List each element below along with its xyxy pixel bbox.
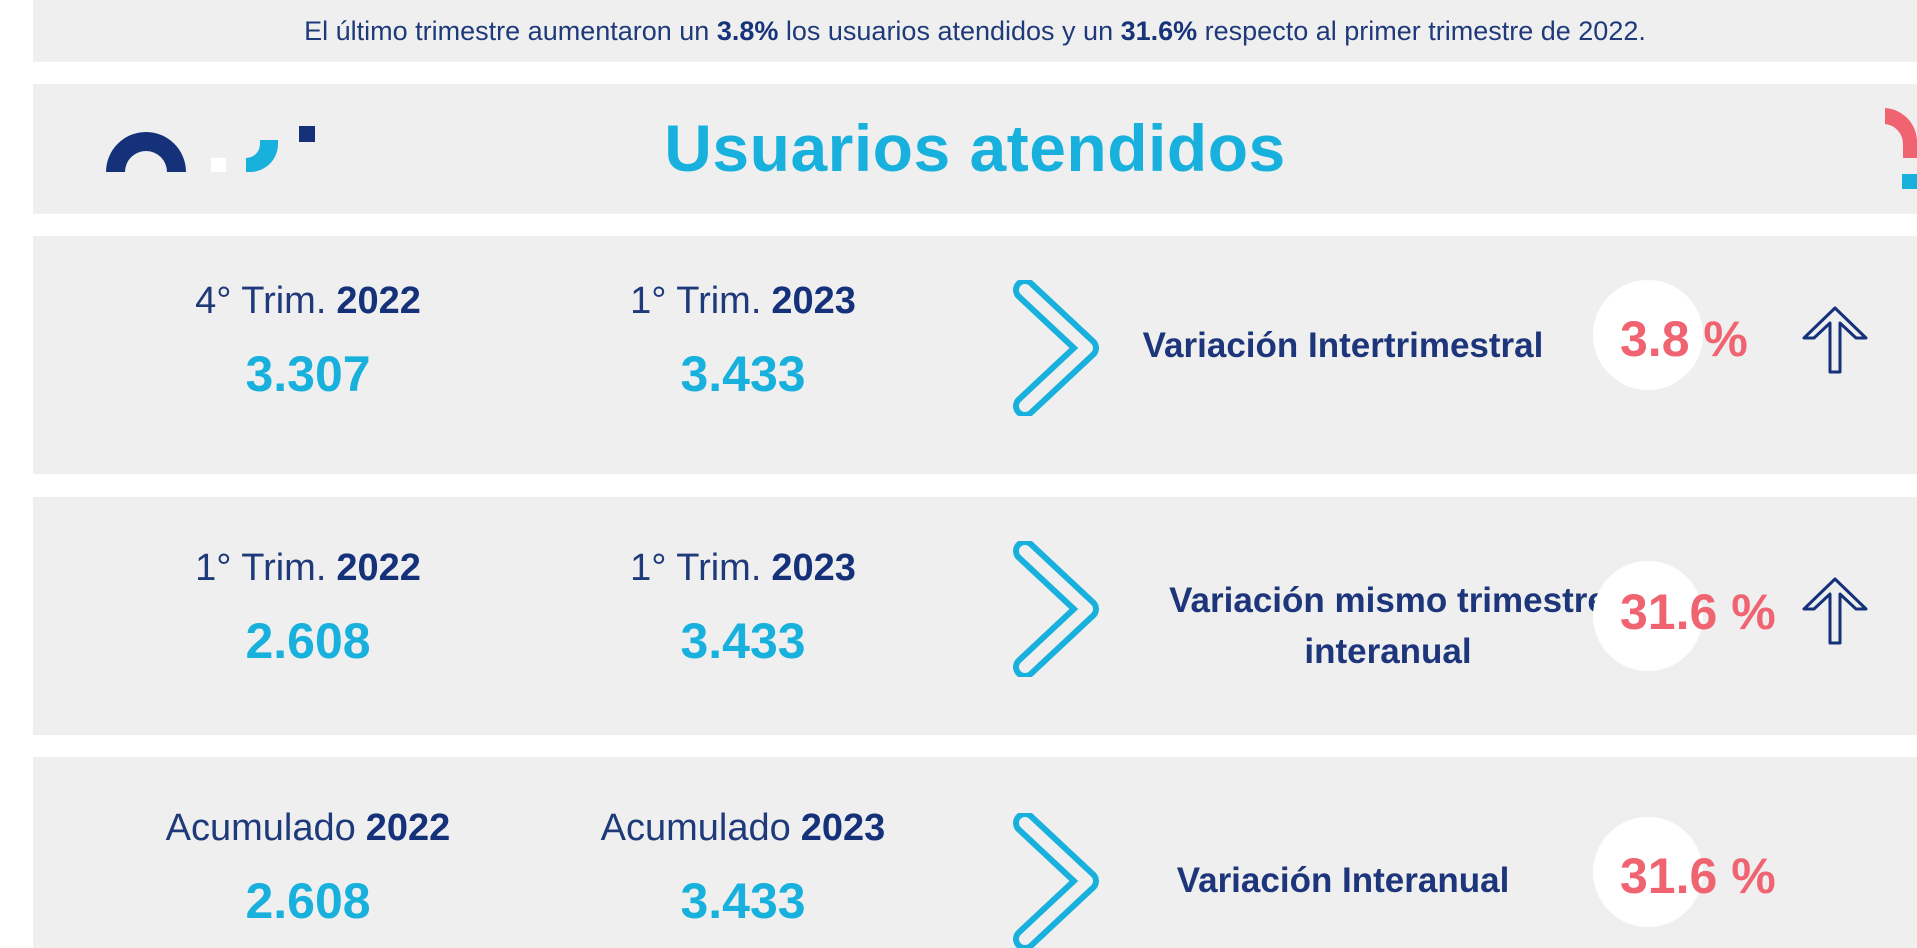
chevron-right-icon [1013, 813, 1099, 948]
period-value: 3.433 [680, 613, 806, 669]
percent-value: 31.6 % [1620, 848, 1776, 904]
corner-shapes-icon [1885, 108, 1917, 189]
comparison-row-quarterly: 4° Trim. 2022 3.307 1° Trim. 2023 3.433 Va… [33, 236, 1917, 474]
period-year: 2023 [800, 807, 886, 849]
period-value: 2.608 [245, 613, 371, 669]
period-year: 2022 [336, 280, 421, 322]
period-value: 2.608 [245, 873, 371, 929]
period-label: Acumulado [165, 807, 356, 849]
variation-label: Variación Interanual [1176, 861, 1510, 900]
period-label: 4° Trim. [195, 280, 327, 322]
period-previous: 1° Trim. 2022 2.608 [143, 547, 473, 670]
percent-value: 31.6 % [1620, 584, 1776, 640]
summary-text: El último trimestre aumentaron un 3.8% l… [304, 15, 1646, 46]
up-arrow-icon [1802, 306, 1868, 374]
period-label: Acumulado [600, 807, 791, 849]
summary-highlight-yearly: 31.6% [1120, 15, 1198, 46]
comparison-row-accumulated: Acumulado 2022 2.608 Acumulado 2023 3.433 … [33, 757, 1917, 948]
period-current: 1° Trim. 2023 3.433 [578, 280, 908, 403]
period-label: 1° Trim. [630, 280, 762, 322]
variation-label: Variación Intertrimestral [1142, 326, 1544, 365]
period-value: 3.433 [680, 346, 806, 402]
period-year: 2022 [365, 807, 451, 849]
period-current: Acumulado 2023 3.433 [578, 807, 908, 930]
chevron-right-icon [1013, 541, 1099, 677]
variation-label: Variación mismo trimestre interanual [1169, 581, 1607, 671]
period-value: 3.433 [680, 873, 806, 929]
period-current: 1° Trim. 2023 3.433 [578, 547, 908, 670]
period-previous: 4° Trim. 2022 3.307 [143, 280, 473, 403]
up-arrow-icon [1802, 577, 1868, 645]
period-label: 1° Trim. [630, 547, 762, 589]
period-previous: Acumulado 2022 2.608 [143, 807, 473, 930]
summary-banner: El último trimestre aumentaron un 3.8% l… [33, 0, 1917, 62]
percent-circle [1593, 280, 1703, 390]
period-label: 1° Trim. [195, 547, 327, 589]
period-value: 3.307 [245, 346, 371, 402]
summary-highlight-quarterly: 3.8% [716, 15, 779, 46]
chevron-right-icon [1013, 280, 1099, 416]
percent-circle [1593, 817, 1703, 927]
brand-shapes-icon [106, 126, 315, 172]
page-title: Usuarios atendidos [664, 111, 1286, 185]
percent-value: 3.8 % [1620, 311, 1748, 367]
section-header: Usuarios atendidos [33, 84, 1917, 214]
period-year: 2023 [771, 547, 856, 589]
period-year: 2022 [336, 547, 421, 589]
comparison-row-same-quarter: 1° Trim. 2022 2.608 1° Trim. 2023 3.433 Va… [33, 497, 1917, 735]
percent-circle [1593, 561, 1703, 671]
period-year: 2023 [771, 280, 856, 322]
